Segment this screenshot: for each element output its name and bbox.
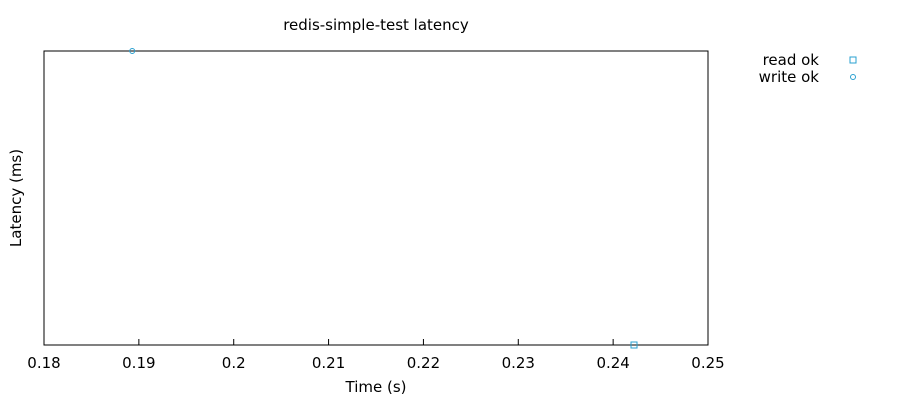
legend-marker (850, 74, 856, 80)
x-tick-label: 0.21 (312, 354, 345, 372)
legend-marker (849, 56, 857, 64)
x-tick-label: 0.19 (122, 354, 155, 372)
write-ok-point (129, 48, 136, 54)
x-tick-label: 0.25 (691, 354, 724, 372)
x-axis-ticks: 0.18 0.19 0.2 0.21 0.22 0.23 0.24 0.25 (27, 339, 725, 372)
y-axis-label: Latency (ms) (7, 149, 25, 247)
data-points (129, 48, 638, 349)
legend-label: write ok (759, 68, 820, 86)
legend-label: read ok (763, 51, 820, 69)
x-tick-label: 0.23 (502, 354, 535, 372)
x-tick-label: 0.24 (596, 354, 629, 372)
read-ok-point (630, 341, 638, 349)
plot-frame (43, 50, 709, 346)
x-axis-label: Time (s) (345, 378, 407, 396)
x-tick-label: 0.2 (222, 354, 246, 372)
x-tick-label: 0.22 (407, 354, 440, 372)
chart-title: redis-simple-test latency (283, 16, 469, 34)
x-tick-label: 0.18 (27, 354, 60, 372)
